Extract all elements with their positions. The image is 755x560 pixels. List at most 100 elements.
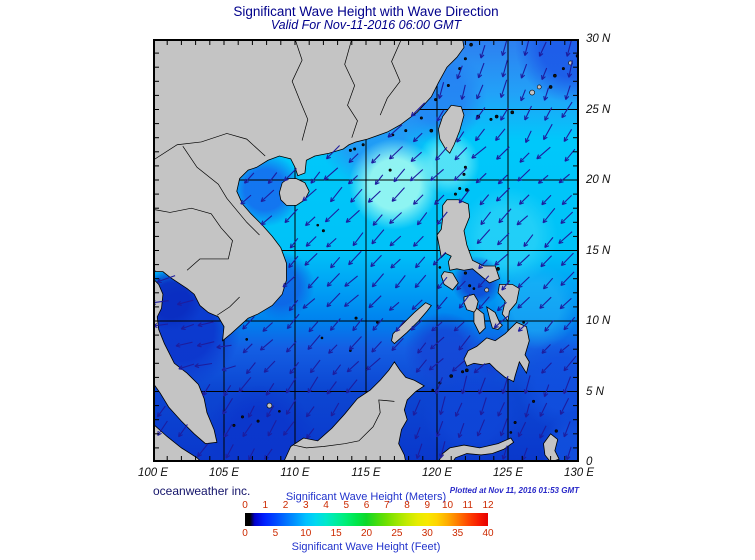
wave-height-direction-map xyxy=(153,39,579,462)
lat-tick-label: 5 N xyxy=(586,385,604,398)
island-dot xyxy=(548,85,553,89)
island-dot xyxy=(321,229,325,233)
colorbar-title-meters: Significant Wave Height (Meters) xyxy=(285,491,447,503)
island-dot xyxy=(376,321,379,324)
colorbar-meters-value: 7 xyxy=(383,500,390,511)
island-dot xyxy=(266,402,273,409)
island-dot xyxy=(465,188,469,192)
attribution-text: oceanweather inc. xyxy=(153,484,251,498)
colorbar-meters-value: 4 xyxy=(323,500,329,511)
land-mass xyxy=(463,321,530,383)
lon-tick-label: 110 E xyxy=(280,467,310,479)
lon-tick-label: 120 E xyxy=(421,467,453,479)
island-dot xyxy=(469,42,473,47)
island-dot xyxy=(472,287,476,290)
colorbar-meters-value: 5 xyxy=(343,500,350,511)
island-dot xyxy=(553,73,557,78)
lon-tick-label: 100 E xyxy=(137,467,169,479)
land-mass xyxy=(153,423,202,462)
island-dot xyxy=(438,266,442,269)
colorbar-title-feet: Significant Wave Height (Feet) xyxy=(291,541,441,553)
colorbar-meters-value: 8 xyxy=(404,500,410,511)
island-dot xyxy=(532,399,536,403)
island-dot xyxy=(316,223,320,227)
valid-time-subtitle: Valid For Nov-11-2016 06:00 GMT xyxy=(270,18,462,32)
island-dot xyxy=(449,374,454,378)
island-dot xyxy=(484,287,490,293)
colorbar-meters-value: 11 xyxy=(462,500,473,511)
colorbar-feet-value: 20 xyxy=(360,528,373,539)
colorbar-feet-value: 30 xyxy=(421,528,433,539)
island-dot xyxy=(256,419,260,423)
island-dot xyxy=(431,388,435,392)
island-dot xyxy=(453,192,457,196)
island-dot xyxy=(529,89,535,96)
colorbar-meters-value: 6 xyxy=(363,500,370,511)
island-dot xyxy=(468,284,472,288)
island-dot xyxy=(463,271,468,275)
map-area xyxy=(153,39,579,462)
island-dot xyxy=(494,114,499,119)
colorbar-meters-value: 10 xyxy=(441,500,454,511)
island-dot xyxy=(510,110,515,115)
land-mass xyxy=(153,39,465,342)
island-dot xyxy=(353,147,357,151)
island-dot xyxy=(463,57,467,61)
land-mass xyxy=(543,433,560,462)
island-dot xyxy=(429,128,434,133)
island-dot xyxy=(320,336,324,340)
lon-tick-label: 130 E xyxy=(563,467,595,479)
island-dot xyxy=(361,143,365,147)
lat-tick-label: 20 N xyxy=(586,174,611,186)
island-dot xyxy=(509,431,513,434)
colorbar-meters-value: 2 xyxy=(282,500,289,511)
colorbar-gradient xyxy=(245,513,488,526)
land-mass xyxy=(436,199,500,284)
island-dot xyxy=(404,129,408,133)
island-dot xyxy=(348,148,352,152)
colorbar-meters-value: 3 xyxy=(302,500,309,511)
lat-tick-label: 15 N xyxy=(586,244,611,257)
lon-tick-label: 115 E xyxy=(351,467,381,479)
land-mass xyxy=(283,361,425,462)
colorbar-feet-value: 25 xyxy=(391,528,403,539)
plotted-timestamp: Plotted at Nov 11, 2016 01:53 GMT xyxy=(449,486,579,495)
lon-tick-label: 105 E xyxy=(208,467,240,479)
colorbar-meters-value: 1 xyxy=(262,500,269,511)
lat-tick-label: 30 N xyxy=(586,33,611,45)
island-dot xyxy=(240,415,244,419)
island-dot xyxy=(561,67,565,71)
land-mass xyxy=(391,302,432,345)
island-dot xyxy=(391,133,395,137)
lat-tick-label: 0 xyxy=(586,456,593,468)
land-mass xyxy=(153,278,218,445)
island-dot xyxy=(232,423,236,427)
land-mass xyxy=(438,104,465,154)
island-dot xyxy=(489,117,493,121)
colorbar-meters-value: 12 xyxy=(482,500,494,511)
land-mass xyxy=(440,271,459,291)
island-dot xyxy=(522,321,525,324)
island-dot xyxy=(419,116,423,120)
colorbar-meters-value: 0 xyxy=(242,500,248,511)
island-dot xyxy=(388,168,392,172)
island-dot xyxy=(446,84,450,88)
island-dot xyxy=(245,338,249,341)
wave-direction-arrows xyxy=(153,39,577,461)
colorbar-feet-value: 40 xyxy=(482,528,494,539)
island-dot xyxy=(458,186,462,190)
island-dot xyxy=(354,316,358,320)
island-dot xyxy=(278,409,281,413)
island-dot xyxy=(462,172,466,176)
island-dot xyxy=(536,84,542,90)
island-dot xyxy=(463,165,467,169)
land-mass xyxy=(497,283,520,322)
island-dot xyxy=(434,98,438,102)
lat-tick-label: 25 N xyxy=(586,103,611,116)
island-dot xyxy=(465,368,469,373)
colorbar-feet-value: 10 xyxy=(300,528,312,539)
island-dot xyxy=(554,429,558,433)
island-dot xyxy=(496,267,500,271)
colorbar-meters-value: 9 xyxy=(424,500,431,511)
